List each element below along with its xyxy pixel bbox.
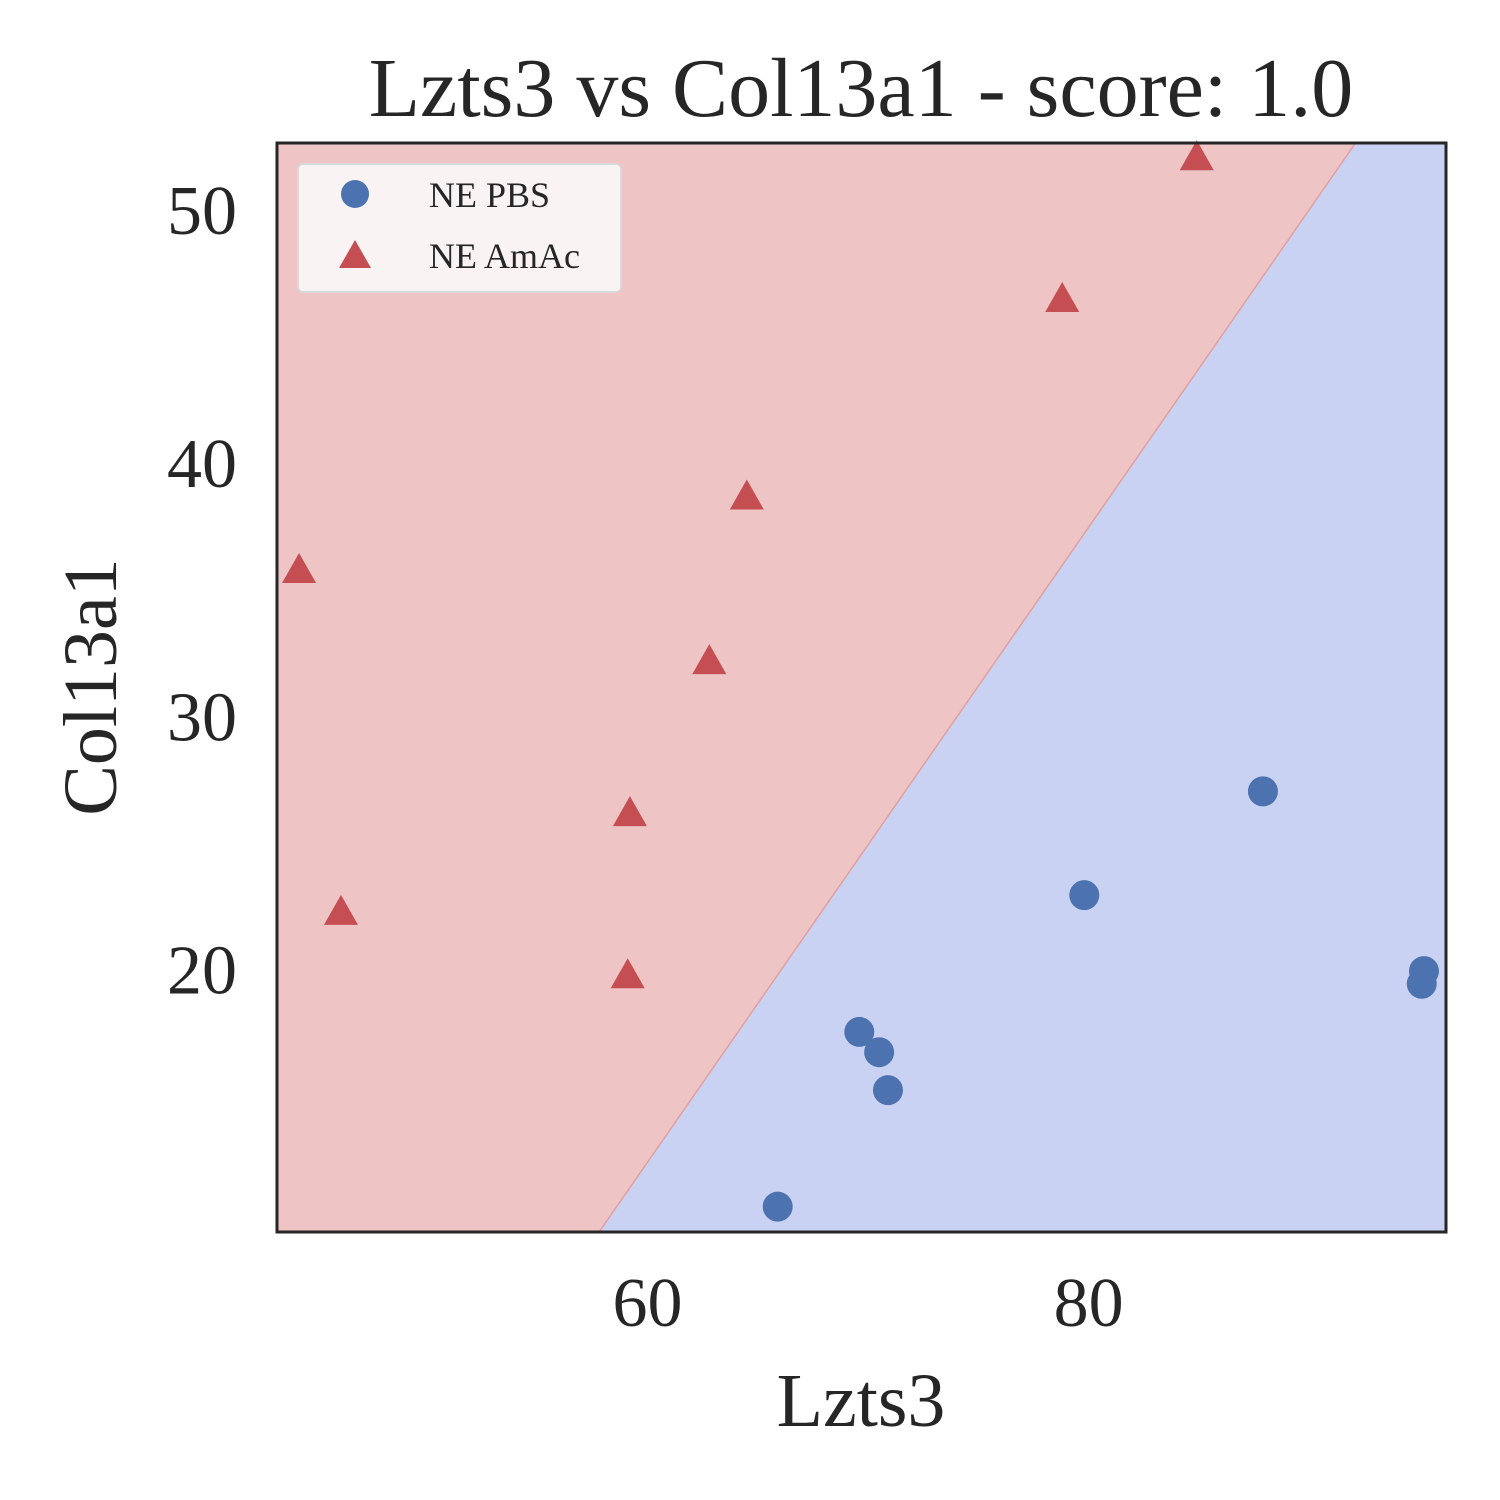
legend-label-ne-pbs: NE PBS — [429, 175, 550, 215]
legend-box — [297, 163, 622, 293]
point-ne-amac-3 — [612, 796, 647, 827]
y-tick-label-30: 30 — [167, 679, 237, 756]
y-tick-label-50: 50 — [167, 173, 237, 250]
legend-label-ne-amac: NE AmAc — [429, 236, 580, 276]
decision-region-ne-pbs — [599, 143, 1446, 1232]
legend-marker-ne-pbs — [341, 180, 369, 208]
point-ne-amac-8 — [1179, 140, 1214, 171]
legend-marker-ne-amac — [339, 240, 371, 268]
point-ne-pbs-5 — [1069, 880, 1100, 911]
decision-region-ne-amac — [277, 143, 1356, 1232]
point-ne-amac-6 — [729, 479, 764, 510]
point-ne-pbs-3 — [864, 1037, 895, 1068]
x-axis-ticks: 60 80 — [613, 1265, 1124, 1342]
point-ne-amac-4 — [610, 958, 645, 989]
point-ne-amac-1 — [282, 553, 317, 584]
decision-boundary-line — [598, 142, 1357, 1233]
x-tick-label-60: 60 — [613, 1265, 683, 1342]
point-ne-pbs-1 — [762, 1191, 793, 1222]
plot-frame — [275, 141, 1448, 1234]
chart-title: Lzts3 vs Col13a1 - score: 1.0 — [369, 42, 1354, 135]
point-ne-pbs-8 — [1406, 968, 1437, 999]
point-ne-amac-7 — [1045, 282, 1080, 313]
plot-area — [275, 140, 1448, 1234]
point-ne-pbs-2 — [844, 1016, 875, 1047]
point-ne-pbs-4 — [872, 1075, 903, 1106]
y-axis-label: Col13a1 — [49, 558, 133, 816]
point-ne-amac-5 — [692, 644, 727, 675]
data-markers — [282, 140, 1439, 1222]
point-ne-amac-2 — [323, 894, 358, 925]
x-tick-label-80: 80 — [1054, 1265, 1124, 1342]
legend: NE PBS NE AmAc — [297, 163, 622, 293]
y-tick-label-40: 40 — [167, 426, 237, 503]
y-axis-ticks: 20 30 40 50 — [167, 173, 237, 1010]
point-ne-pbs-6 — [1247, 776, 1278, 807]
x-axis-label: Lzts3 — [777, 1359, 946, 1443]
y-tick-label-20: 20 — [167, 933, 237, 1010]
